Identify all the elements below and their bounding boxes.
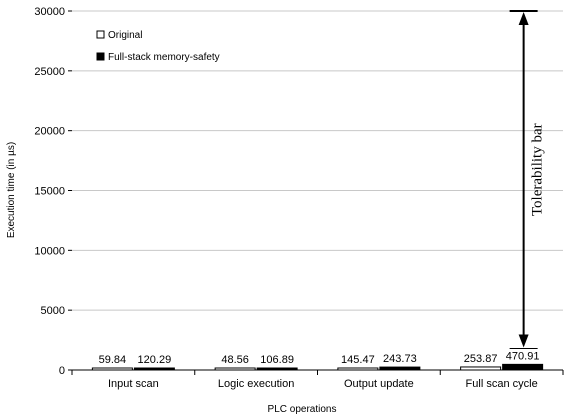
bar-memory-safety bbox=[257, 368, 297, 370]
y-axis-title: Execution time (in µs) bbox=[6, 142, 17, 238]
y-tick-label: 15000 bbox=[34, 186, 65, 198]
bar-memory-safety bbox=[380, 367, 420, 370]
bar-original bbox=[92, 368, 132, 370]
tolerability-label: Tolerability bar bbox=[530, 123, 546, 216]
data-label: 243.73 bbox=[383, 353, 417, 365]
y-tick-label: 30000 bbox=[34, 6, 65, 18]
legend-label-memory-safety: Full-stack memory-safety bbox=[108, 52, 220, 63]
arrowhead-up-icon bbox=[519, 12, 529, 25]
data-label: 48.56 bbox=[221, 354, 249, 366]
bar-original bbox=[461, 367, 501, 370]
y-tick-label: 0 bbox=[59, 365, 65, 377]
tolerability-annotation: Tolerability bar bbox=[510, 11, 546, 348]
bar-original bbox=[215, 368, 255, 370]
grid-lines bbox=[72, 11, 563, 370]
category-label: Input scan bbox=[108, 378, 159, 390]
y-tick-label: 20000 bbox=[34, 126, 65, 138]
y-tick-label: 10000 bbox=[34, 245, 65, 257]
y-axis-ticks: 0 5000 10000 15000 20000 25000 30000 bbox=[34, 6, 72, 377]
x-axis-title: PLC operations bbox=[268, 404, 337, 415]
bar-memory-safety bbox=[503, 364, 543, 370]
bar-original bbox=[338, 368, 378, 370]
legend-swatch-memory-safety bbox=[97, 53, 104, 60]
data-label: 253.87 bbox=[464, 353, 498, 365]
legend-swatch-original bbox=[97, 31, 104, 38]
category-label: Output update bbox=[344, 378, 414, 390]
data-label: 120.29 bbox=[138, 354, 172, 366]
arrowhead-down-icon bbox=[519, 334, 529, 347]
category-label: Logic execution bbox=[218, 378, 294, 390]
y-tick-label: 5000 bbox=[41, 305, 65, 317]
legend: Original Full-stack memory-safety bbox=[97, 30, 220, 63]
data-label: 470.91 bbox=[506, 350, 540, 362]
data-label: 145.47 bbox=[341, 354, 375, 366]
data-label: 106.89 bbox=[260, 354, 294, 366]
category-label: Full scan cycle bbox=[466, 378, 538, 390]
category-labels: Input scan Logic execution Output update Fu… bbox=[72, 370, 563, 390]
legend-label-original: Original bbox=[108, 30, 142, 41]
bars: 59.84 120.29 48.56 106.89 145.47 243.73 253.87… bbox=[92, 350, 542, 370]
bar-memory-safety bbox=[134, 368, 174, 370]
data-label: 59.84 bbox=[99, 354, 127, 366]
y-tick-label: 25000 bbox=[34, 66, 65, 78]
